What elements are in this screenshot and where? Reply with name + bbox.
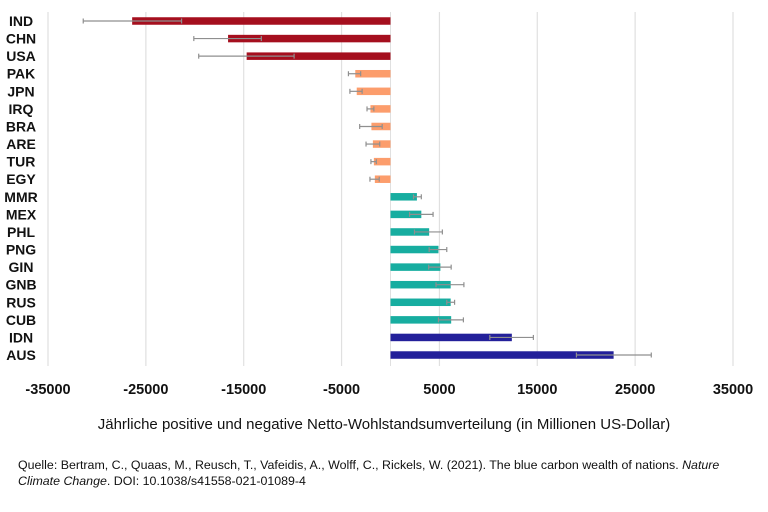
category-label: MMR: [4, 189, 37, 205]
category-label: IDN: [9, 329, 33, 345]
category-label: AUS: [6, 347, 36, 363]
x-tick-label: -25000: [123, 382, 168, 398]
bar-jpn: [356, 87, 391, 96]
bar-are: [372, 140, 391, 148]
gridlines: [47, 12, 734, 366]
category-label: TUR: [7, 154, 36, 170]
bar-cub: [390, 316, 452, 324]
source-citation: Quelle: Bertram, C., Quaas, M., Reusch, …: [18, 457, 758, 489]
x-tick-label: 35000: [713, 382, 753, 398]
source-journal: Nature Climate Change: [18, 458, 720, 488]
bar-mmr: [390, 193, 417, 201]
x-tick-label: 15000: [517, 382, 557, 398]
category-label: GIN: [9, 259, 34, 275]
source-suffix: . DOI: 10.1038/s41558-021-01089-4: [106, 474, 306, 488]
bar-phl: [390, 228, 430, 236]
category-label: IND: [9, 13, 33, 29]
bar-chn: [228, 34, 391, 43]
category-label: PHL: [7, 224, 35, 240]
bar-ind: [132, 17, 391, 25]
x-tick-label: -15000: [221, 382, 266, 398]
x-tick-label: 5000: [423, 382, 455, 398]
category-label: RUS: [6, 294, 36, 310]
category-label: USA: [6, 48, 36, 64]
bar-idn: [390, 333, 512, 342]
category-label: BRA: [6, 118, 36, 134]
bar-egy: [374, 175, 391, 183]
category-label: CHN: [6, 31, 36, 47]
category-label: MEX: [6, 206, 37, 222]
bar-mex: [390, 210, 422, 219]
bar-usa: [246, 52, 391, 60]
category-label: CUB: [6, 312, 36, 328]
bar-tur: [373, 157, 391, 166]
category-label: IRQ: [9, 101, 34, 117]
x-tick-label: -5000: [323, 382, 360, 398]
x-tick-label: -35000: [25, 382, 70, 398]
category-label: JPN: [7, 83, 34, 99]
x-tick-labels: -35000 -25000 -15000 -5000 5000 15000 25000 350…: [25, 382, 753, 398]
category-label: PAK: [7, 66, 36, 82]
bars: [132, 17, 614, 359]
x-axis-label: Jährliche positive und negative Netto-Wo…: [97, 416, 671, 433]
category-label: ARE: [6, 136, 36, 152]
error-bars: [82, 18, 652, 358]
category-label: EGY: [6, 171, 36, 187]
bar-irq: [370, 105, 391, 113]
category-label: PNG: [6, 242, 36, 258]
bar-aus: [390, 351, 614, 359]
bar-png: [390, 245, 439, 254]
category-label: GNB: [5, 277, 36, 293]
bar-gnb: [390, 280, 451, 289]
bar-pak: [355, 69, 391, 78]
source-prefix: Quelle: Bertram, C., Quaas, M., Reusch, …: [18, 458, 683, 472]
bar-rus: [390, 298, 451, 307]
bar-gin: [390, 263, 441, 271]
x-tick-label: 25000: [615, 382, 655, 398]
